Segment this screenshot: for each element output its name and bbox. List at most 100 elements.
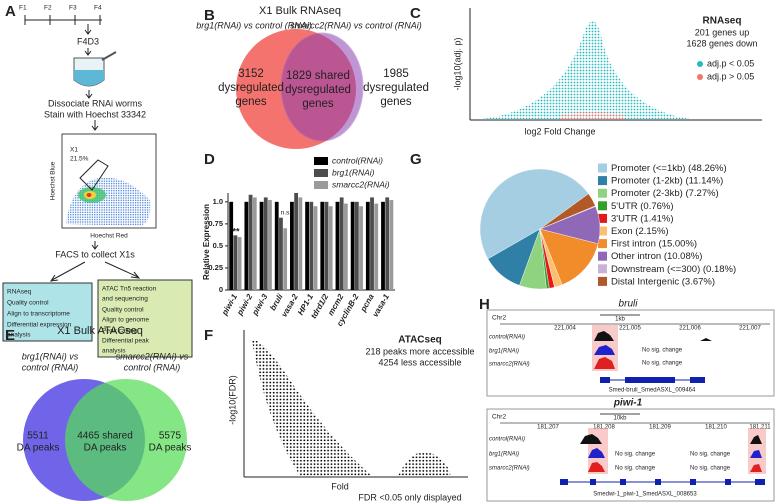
coord: 181,207	[537, 425, 559, 431]
gate-label: X1	[70, 147, 78, 154]
box-text: ATAC Tn5 reaction	[102, 286, 157, 293]
venn-text: dysregulated	[363, 82, 429, 94]
arrow	[49, 261, 86, 282]
legend-category: Other intron	[611, 251, 661, 262]
venn-text: 1829 shared	[286, 70, 350, 82]
bar	[309, 201, 314, 290]
bar	[252, 197, 257, 290]
legend-label: brg1(RNAi)	[332, 167, 375, 177]
gate-percent: 21.5%	[70, 156, 89, 163]
legend-category: 5'UTR	[611, 200, 638, 211]
facs-gate	[79, 159, 109, 191]
venn-text: DA peaks	[149, 443, 192, 454]
bar	[343, 203, 348, 290]
arrow	[84, 24, 92, 35]
venn-text: 5575	[159, 431, 182, 442]
panel-label: C	[410, 5, 421, 22]
axis-label: -log10(adj. p)	[452, 37, 462, 90]
bar	[229, 201, 234, 290]
box-text: Align to genome	[102, 317, 149, 324]
signal-track	[540, 331, 770, 341]
timeline-label: F3	[69, 5, 77, 12]
legend-category: 3'UTR	[611, 213, 638, 224]
tube-liquid	[74, 70, 104, 86]
legend-category: First intron	[611, 238, 656, 249]
x-tick-label: piwi-3	[250, 292, 270, 317]
bar	[305, 201, 309, 290]
box-text: and sequencing	[102, 296, 148, 303]
legend-label: Promoter (<=1kb) (48.26%)	[611, 163, 727, 174]
box-text: Quality control	[7, 300, 49, 307]
axis-label: Hoechst Blue	[50, 161, 57, 200]
bar	[283, 228, 288, 290]
comparison: brg1(RNAi) vs	[22, 351, 79, 361]
legend-label: Promoter (2-3kb) (7.27%)	[611, 188, 719, 199]
legend-value: (15.00%)	[659, 238, 698, 249]
legend-category: Distal Intergenic	[611, 276, 679, 287]
panel-h: H bruli Chr2 1kb 221,004 221,005 221,006…	[479, 296, 775, 502]
coord: 221,005	[619, 326, 641, 332]
note: No sig. change	[690, 452, 731, 458]
legend-label: First intron (15.00%)	[611, 238, 697, 249]
venn-text: genes	[302, 98, 334, 110]
comparison: control (RNAi)	[22, 362, 79, 372]
exon	[755, 479, 765, 485]
pie-slice	[479, 168, 589, 260]
legend-swatch	[598, 201, 607, 211]
legend-label: adj.p < 0.05	[707, 58, 754, 68]
venn-text: genes	[235, 96, 267, 108]
timeline-label: F4	[94, 5, 102, 12]
bar	[324, 201, 329, 290]
signal-track	[540, 345, 770, 355]
legend-value: (7.27%)	[685, 188, 718, 199]
bar	[237, 237, 242, 290]
chrom: Chr2	[492, 414, 506, 421]
legend-label: Other intron (10.08%)	[611, 251, 702, 262]
signal-track	[540, 357, 770, 369]
sample: brg1(RNAi)	[489, 349, 519, 355]
legend-value: (1.41%)	[640, 213, 673, 224]
legend-label: control(RNAi)	[332, 155, 383, 165]
legend-label: Exon (2.15%)	[611, 226, 669, 237]
facs-density	[86, 193, 92, 197]
venn-text: 5511	[27, 431, 49, 442]
note: No sig. change	[642, 348, 683, 354]
footnote: FDR <0.05 only displayed	[358, 492, 461, 502]
legend-dot	[697, 74, 703, 80]
coord: 181,210	[705, 425, 727, 431]
note: No sig. change	[615, 466, 656, 472]
venn-text: 1985	[383, 68, 409, 80]
legend-value: (2.15%)	[635, 226, 668, 237]
step: Stain with Hoechst 33342	[44, 109, 146, 119]
arrow	[104, 261, 141, 279]
legend-label: adj.p > 0.05	[707, 71, 754, 81]
exon	[620, 479, 626, 485]
legend-category: Downstream (<=300)	[611, 263, 700, 274]
step: FACS to collect X1s	[55, 249, 135, 259]
legend-value: (3.67%)	[682, 276, 715, 287]
bar	[359, 206, 363, 290]
panel-b: B X1 Bulk RNAseq brg1(RNAi) vs control (…	[196, 5, 429, 149]
panel-g: G Promoter (<=1kb) (48.26%)Promoter (1-2…	[410, 151, 736, 290]
venn-text: dysregulated	[218, 82, 284, 94]
legend-value: (48.26%)	[688, 163, 727, 174]
arrow	[85, 90, 93, 99]
panel-c: C -log10(adj. p) log2 Fold Change RNAseq…	[410, 5, 762, 136]
venn-text: DA peaks	[17, 443, 60, 454]
venn-text: dysregulated	[285, 84, 351, 96]
box-text: Peak calling	[102, 328, 137, 335]
legend-value: (0.76%)	[640, 200, 673, 211]
legend-swatch	[314, 157, 328, 165]
exon	[600, 377, 610, 383]
bar	[290, 201, 294, 290]
exon	[590, 479, 596, 485]
legend-swatch	[598, 176, 607, 186]
title: ATACseq	[398, 335, 442, 346]
legend-swatch	[314, 169, 328, 177]
y-tick-label: 0.25	[208, 263, 223, 272]
bar	[328, 206, 333, 290]
volcano-cloud	[398, 452, 451, 476]
bar	[313, 206, 318, 290]
box-text: Quality control	[102, 307, 144, 314]
scale: 10kb	[613, 416, 627, 422]
